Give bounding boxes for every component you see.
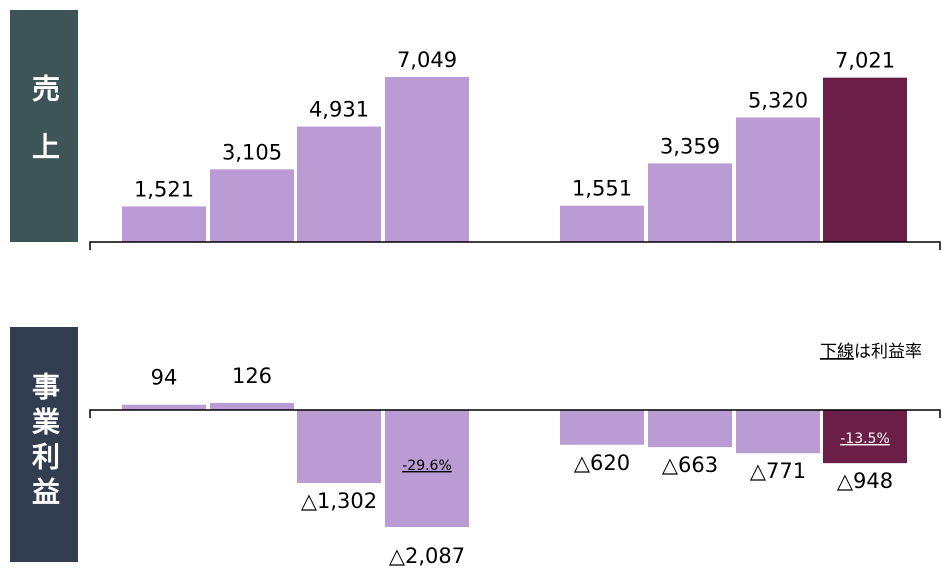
sales-data-label: 3,359 [660,134,720,158]
profit-bar [736,410,820,454]
profit-bar [648,410,732,448]
sales-data-label: 1,551 [572,177,632,201]
sales-data-label: 7,021 [835,49,895,73]
profit-margin-label: -13.5% [840,431,890,447]
sales-bar [210,169,294,242]
sales-bar [560,205,644,242]
profit-data-label: △663 [662,453,718,477]
profit-x-axis [89,409,941,418]
profit-bar [122,404,206,410]
margin-note: 下線は利益率 [820,342,922,362]
profit-bar [297,410,381,483]
profit-data-label: △948 [837,469,893,493]
sales-bar [385,77,469,242]
profit-bar [210,402,294,410]
sales-bar [736,117,820,242]
sales-bar [823,77,907,242]
profit-data-label: △620 [574,451,630,475]
profit-data-label: 126 [232,364,272,388]
profit-data-label: △2,087 [389,544,465,568]
sales-panel-title: 売上 [28,74,61,190]
sales-data-label: 7,049 [397,48,457,72]
sales-data-label: 4,931 [309,98,369,122]
margin-note-rest: は利益率 [854,342,922,362]
profit-margin-label: -29.6% [402,458,452,474]
profit-bar [385,410,469,527]
profit-bar [823,410,907,464]
sales-data-label: 3,105 [222,140,282,164]
profit-data-label: △1,302 [301,489,377,513]
sales-data-label: 1,521 [134,177,194,201]
sales-x-axis [89,241,941,250]
sales-bar [122,206,206,242]
profit-data-label: 94 [151,366,178,390]
sales-bar [648,163,732,242]
profit-data-label: △771 [750,459,806,483]
sales-data-label: 5,320 [748,88,808,112]
profit-panel-label-bg [10,327,78,562]
margin-note-underlined: 下線 [820,342,854,362]
profit-panel-title: 事業利益 [28,372,61,512]
sales-panel-label-bg [10,10,78,242]
profit-bar [560,410,644,445]
sales-bar [297,126,381,242]
